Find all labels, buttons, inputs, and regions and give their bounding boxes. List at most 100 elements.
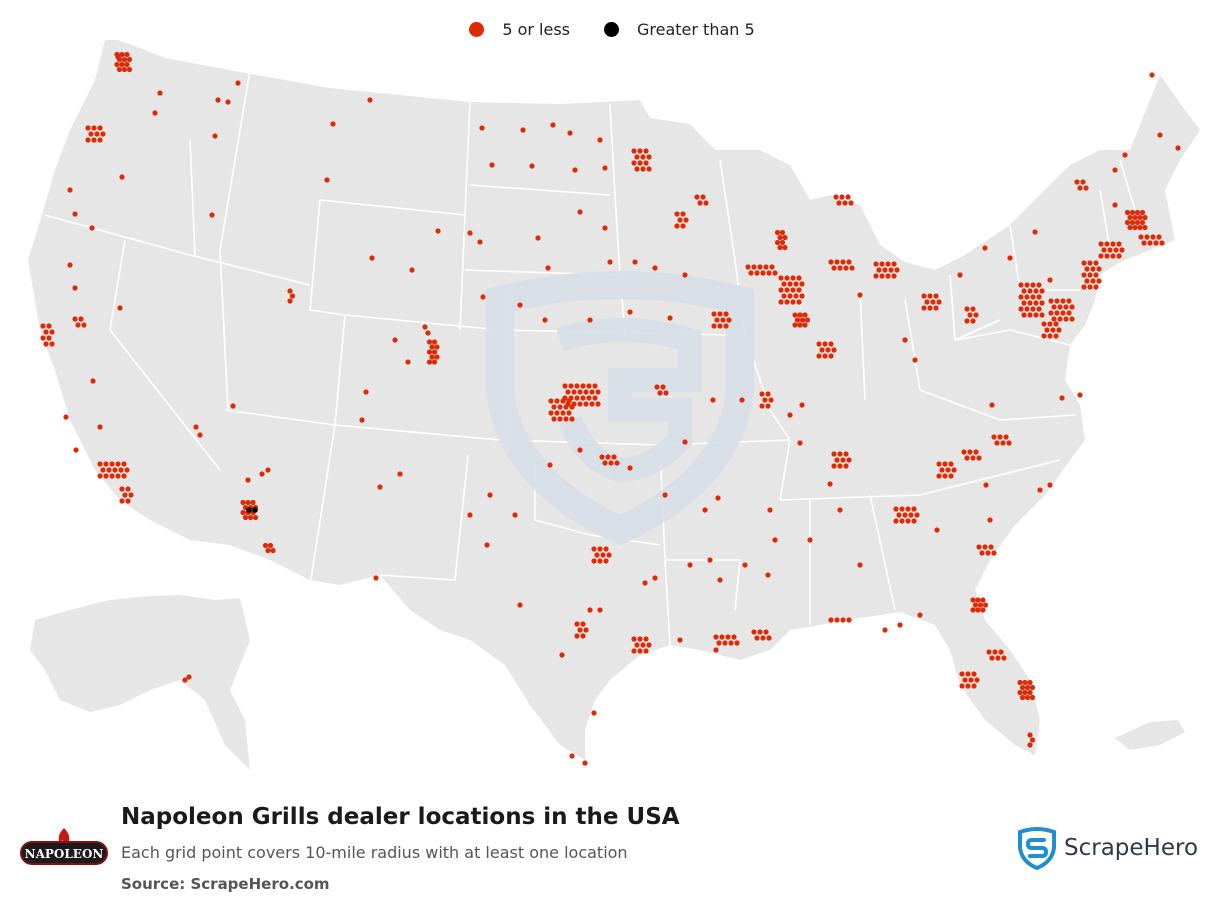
dealer-dot [790,287,796,293]
dealer-dot [1027,679,1033,686]
dealer-dot [1033,312,1039,318]
dealer-dot [816,353,822,359]
dealer-dot [245,499,251,506]
dealer-dot [49,341,55,347]
dealer-dot [831,347,837,353]
dealer-dot [569,416,575,422]
dealer-dot [252,514,259,521]
dealer-dot [717,311,723,317]
dealer-dot [654,384,660,390]
dealer-dot [574,383,580,389]
dealer-dot [634,166,640,172]
dealer-dot [554,410,560,416]
dealer-dot [1051,316,1057,322]
dealer-dot [591,546,597,552]
dealer-dot [1147,240,1153,246]
dealer-dot [1069,316,1075,322]
dealer-dot [1083,185,1089,191]
dealer-dot [1090,266,1096,272]
dealer-dot [557,416,563,422]
dealer-dot [986,649,992,655]
dealer-dot [927,293,933,299]
dealer-dot [760,270,766,276]
dealer-dot [124,467,130,473]
dealer-dot [745,264,751,270]
dealer-dot [574,633,580,639]
dealer-dot [742,562,748,568]
dealer-dot [643,648,649,654]
dealer-dot [126,56,133,63]
dealer-dot [825,347,831,353]
dealer-dot [961,449,967,455]
dealer-dot [717,323,723,329]
dealer-dot [97,137,103,143]
dealer-dot [964,455,970,461]
dealer-dot [1084,278,1090,284]
dealer-dot [716,640,722,646]
dealer-dot [713,634,719,640]
dealer-dot [569,404,575,410]
dealer-dot [799,293,805,299]
dealer-dot [1048,310,1054,316]
dealer-dot [767,507,773,513]
dealer-dot [78,316,84,322]
dealer-dot [646,166,652,172]
dealer-dot [434,344,440,350]
dealer-dot [72,285,78,291]
dealer-dot [674,223,680,229]
dealer-dot [989,402,995,408]
dealer-dot [646,642,652,648]
dealer-dot [586,383,592,389]
dealer-dot [897,622,903,628]
dealer-dot [597,546,603,552]
dealer-dot [908,512,914,518]
dealer-dot [899,518,905,524]
dealer-dot [1129,209,1136,216]
dealer-dot [1113,247,1119,253]
dealer-dot [574,621,580,627]
dealer-dot [899,506,905,512]
dealer-dot [911,506,917,512]
usa-map [28,40,1200,770]
dealer-dot [85,137,91,143]
dealer-dot [970,306,976,312]
dealer-dot [819,347,825,353]
dealer-dot [694,194,700,200]
dealer-dot [837,265,843,271]
dealer-dot [987,517,993,523]
dealer-dot [1080,179,1086,185]
dealer-dot [1096,278,1102,284]
dealer-dot [888,267,894,273]
dealer-dot [115,473,121,479]
dealer-dot [1036,294,1042,300]
dealer-dot [566,410,572,416]
dealer-dot [632,259,638,265]
dealer-dot [834,457,840,463]
dealer-dot [680,211,686,217]
dealer-dot [1006,440,1012,446]
dealer-dot [640,166,646,172]
dealer-dot [605,454,611,460]
dealer-dot [902,512,908,518]
dealer-dot [784,275,790,281]
dealer-dot [640,154,646,160]
dealer-dot [777,234,783,241]
legend-item-greater-than-5: Greater than 5 [604,20,755,39]
dealer-dot [431,349,438,355]
dealer-dot [980,597,986,603]
dealer-dot [891,261,897,267]
dealer-dot [112,467,118,473]
dealer-dot [1047,277,1053,283]
dealer-dot [912,357,918,363]
dealer-dot [121,461,127,467]
dealer-dot [363,389,369,395]
watermark-shield [486,271,754,546]
dealer-dot [873,273,879,279]
dealer-dot [577,401,583,407]
dealer-dot [186,674,192,680]
dealer-dot [682,439,688,445]
dealer-dot [754,635,760,641]
dealer-dot [778,275,784,281]
dealer-dot [600,552,606,558]
dealer-dot [40,335,46,341]
